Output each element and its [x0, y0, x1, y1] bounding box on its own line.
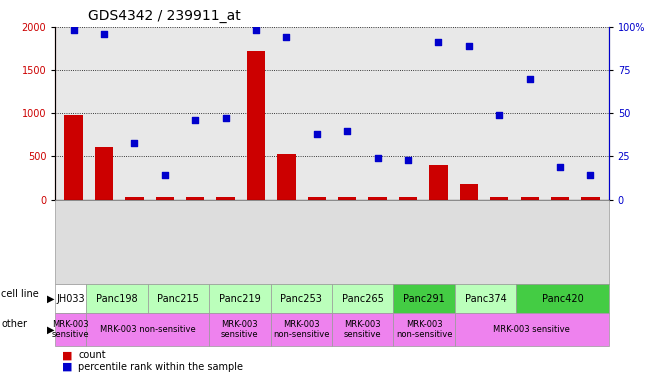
Bar — [521, 197, 539, 200]
Text: Panc253: Panc253 — [281, 293, 322, 304]
Text: MRK-003
non-sensitive: MRK-003 non-sensitive — [273, 319, 329, 339]
Point — [159, 172, 170, 179]
Point — [494, 112, 505, 118]
Bar — [308, 197, 326, 200]
Point — [372, 155, 383, 161]
Text: other: other — [1, 319, 27, 329]
Bar — [156, 197, 174, 200]
Bar — [490, 197, 508, 200]
Text: MRK-003 non-sensitive: MRK-003 non-sensitive — [100, 325, 195, 334]
Bar — [429, 165, 447, 200]
Text: cell line: cell line — [1, 289, 39, 299]
Text: Panc219: Panc219 — [219, 293, 260, 304]
Point — [464, 43, 474, 49]
Text: Panc374: Panc374 — [465, 293, 506, 304]
Point — [433, 40, 443, 46]
Point — [403, 157, 413, 163]
Point — [221, 115, 231, 121]
Bar — [125, 197, 143, 200]
Bar — [277, 154, 296, 200]
Text: MRK-003 sensitive: MRK-003 sensitive — [493, 325, 570, 334]
Bar — [581, 197, 600, 200]
Point — [281, 34, 292, 40]
Bar — [338, 197, 356, 200]
Text: GDS4342 / 239911_at: GDS4342 / 239911_at — [88, 9, 241, 23]
Point — [525, 76, 535, 82]
Point — [555, 164, 565, 170]
Bar — [217, 197, 235, 200]
Bar — [95, 147, 113, 200]
Bar — [399, 197, 417, 200]
Point — [312, 131, 322, 137]
Text: Panc215: Panc215 — [158, 293, 199, 304]
Point — [251, 27, 261, 33]
Bar — [551, 197, 569, 200]
Text: MRK-003
sensitive: MRK-003 sensitive — [344, 319, 381, 339]
Text: ▶: ▶ — [47, 293, 55, 304]
Text: Panc198: Panc198 — [96, 293, 137, 304]
Bar — [460, 184, 478, 200]
Point — [68, 27, 79, 33]
Bar — [186, 197, 204, 200]
Point — [585, 172, 596, 179]
Text: ■: ■ — [62, 350, 72, 360]
Text: Panc291: Panc291 — [404, 293, 445, 304]
Text: MRK-003
non-sensitive: MRK-003 non-sensitive — [396, 319, 452, 339]
Text: Panc265: Panc265 — [342, 293, 383, 304]
Bar — [247, 51, 265, 200]
Point — [99, 31, 109, 37]
Bar — [64, 115, 83, 200]
Text: MRK-003
sensitive: MRK-003 sensitive — [52, 319, 90, 339]
Bar — [368, 197, 387, 200]
Text: ■: ■ — [62, 362, 72, 372]
Point — [190, 117, 201, 123]
Point — [342, 127, 352, 134]
Text: count: count — [78, 350, 105, 360]
Text: MRK-003
sensitive: MRK-003 sensitive — [221, 319, 258, 339]
Text: percentile rank within the sample: percentile rank within the sample — [78, 362, 243, 372]
Point — [129, 140, 139, 146]
Text: ▶: ▶ — [47, 324, 55, 334]
Text: Panc420: Panc420 — [542, 293, 583, 304]
Text: JH033: JH033 — [57, 293, 85, 304]
